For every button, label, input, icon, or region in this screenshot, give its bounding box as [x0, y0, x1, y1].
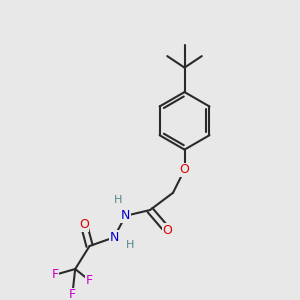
Text: H: H [114, 195, 122, 205]
Text: O: O [162, 224, 172, 237]
Text: F: F [69, 288, 76, 300]
Text: F: F [86, 274, 93, 287]
Text: N: N [109, 231, 119, 244]
Text: H: H [126, 240, 134, 250]
Text: N: N [121, 209, 130, 222]
Text: F: F [52, 268, 58, 281]
Text: O: O [79, 218, 89, 231]
Text: O: O [180, 163, 190, 176]
